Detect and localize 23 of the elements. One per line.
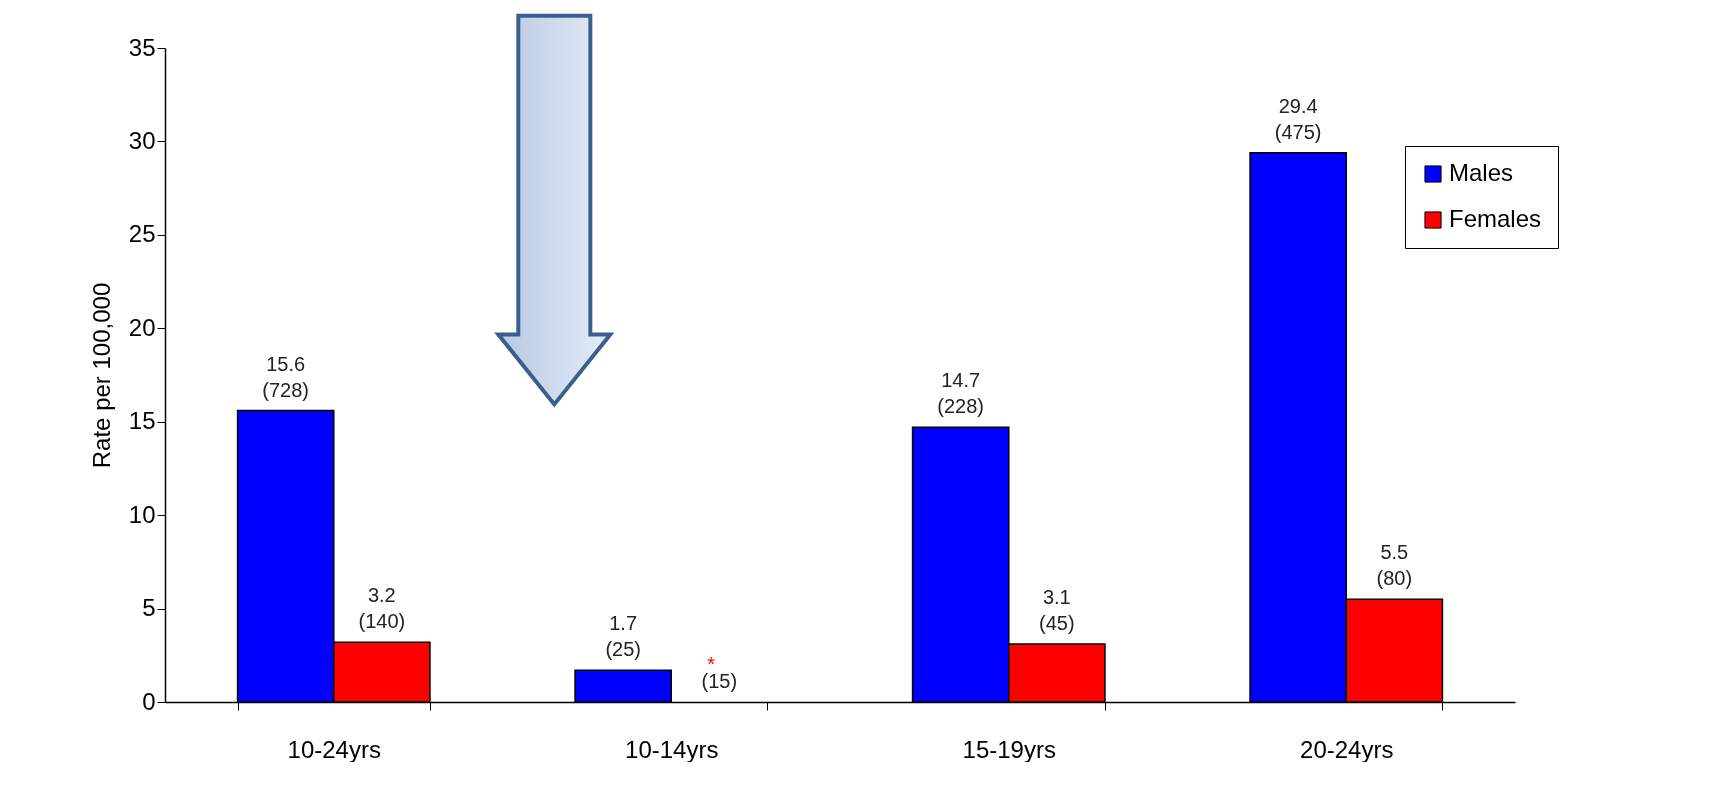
y-tick-label: 0	[142, 687, 156, 715]
text: 3.2 (140)	[358, 584, 406, 633]
y-tick-label: 30	[128, 126, 156, 154]
y-tick-label: 25	[128, 220, 156, 248]
x-tick-label: 15-19yrs	[962, 735, 1056, 763]
y-axis-title: Rate per 100,000	[87, 282, 115, 469]
x-tick-label: 10-24yrs	[287, 735, 381, 763]
text: 29.4 (475)	[1274, 94, 1322, 143]
x-tick-label: 20-24yrs	[1300, 735, 1394, 763]
text: 15.6 (728)	[262, 352, 310, 401]
text: 1.7 (25)	[605, 612, 641, 661]
legend-label: Males	[1449, 159, 1514, 186]
y-tick-label: 10	[128, 500, 156, 528]
text: (15)	[701, 670, 738, 692]
text: 14.7 (228)	[937, 369, 985, 418]
x-tick-label: 10-14yrs	[625, 735, 719, 763]
text: 5.5 (80)	[1376, 541, 1413, 590]
y-tick-label: 15	[128, 407, 156, 435]
y-tick-label: 20	[128, 313, 156, 341]
legend-label: Females	[1449, 205, 1542, 232]
y-tick-label: 5	[142, 594, 156, 622]
y-tick-label: 35	[128, 33, 156, 61]
text: 3.1 (45)	[1039, 586, 1075, 635]
